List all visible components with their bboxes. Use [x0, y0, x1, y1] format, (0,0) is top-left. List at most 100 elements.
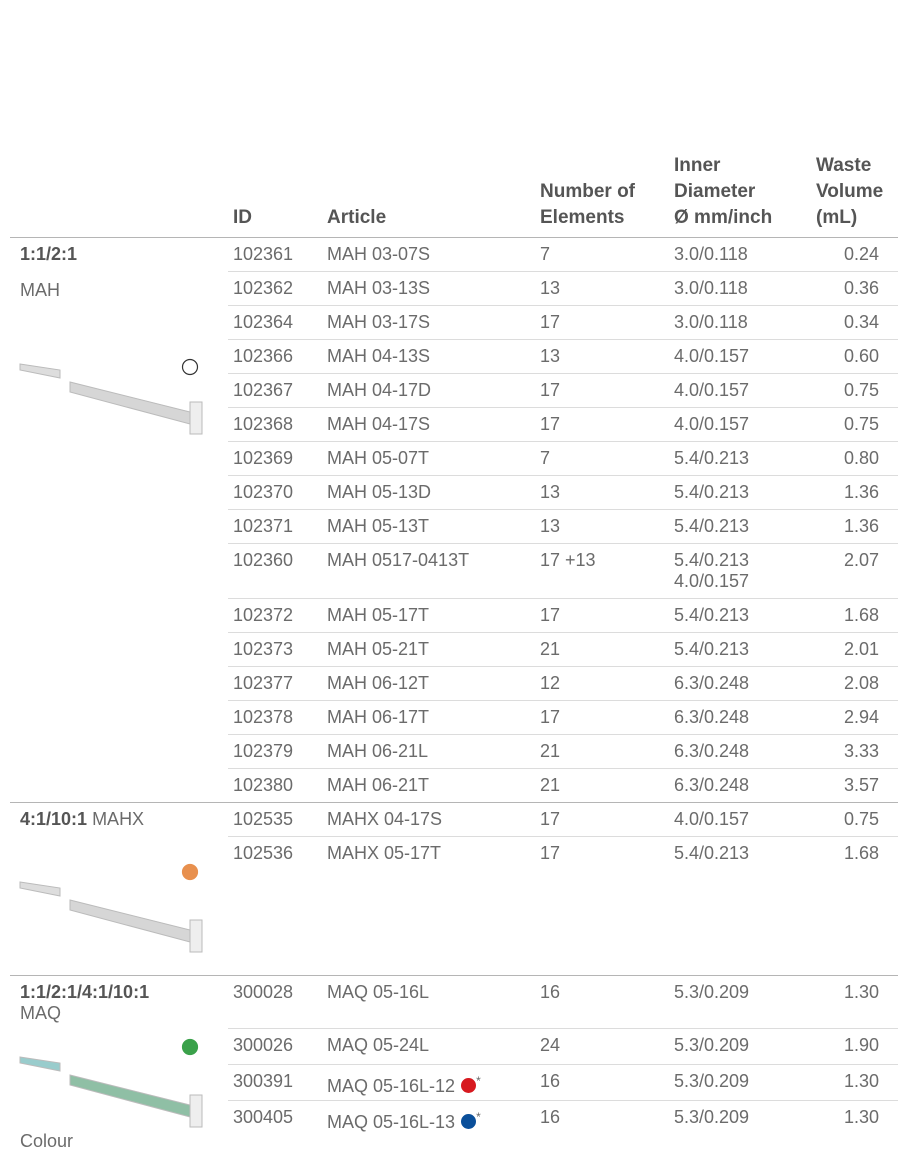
- cell-id: 300026: [233, 1035, 294, 1055]
- cell-diameter: 5.3/0.209: [674, 1035, 750, 1055]
- colour-dot: [181, 1038, 199, 1056]
- article-text: MAH 04-13S: [327, 346, 431, 366]
- cell-diameter: 3.0/0.118: [674, 244, 748, 264]
- article-text: MAH 05-13D: [327, 482, 432, 502]
- colour-dot: [181, 863, 199, 881]
- cell-elements: 17: [540, 312, 561, 332]
- cell-id: 300391: [233, 1071, 294, 1091]
- article-text: MAH 05-07T: [327, 448, 430, 468]
- cell-id: 102373: [233, 639, 294, 659]
- cell-waste: 0.75: [843, 414, 879, 434]
- group-rule: [10, 975, 898, 976]
- colour-dot: [181, 358, 199, 376]
- mixer-image: [19, 881, 203, 953]
- cell-waste: 0.24: [843, 244, 879, 264]
- article-text: MAH 03-07S: [327, 244, 431, 264]
- cell-elements: 17: [540, 414, 561, 434]
- article-text: MAH 05-13T: [327, 516, 430, 536]
- cell-waste: 2.94: [843, 707, 879, 727]
- cell-waste: 1.30: [843, 1071, 879, 1091]
- cell-waste: 1.36: [843, 482, 879, 502]
- column-header: Elements: [540, 207, 625, 228]
- article-text: MAH 05-17T: [327, 605, 430, 625]
- column-header: Inner: [674, 155, 721, 176]
- mixer-image: [19, 1056, 203, 1128]
- row-rule: [228, 632, 898, 633]
- cell-id: 102536: [233, 843, 294, 863]
- cell-elements: 13: [540, 346, 561, 366]
- cell-id: 102535: [233, 809, 294, 829]
- cell-waste: 2.01: [843, 639, 879, 659]
- cell-diameter: 5.3/0.209: [674, 1071, 750, 1091]
- article-text: MAH 03-13S: [327, 278, 431, 298]
- cell-diameter: 6.3/0.248: [674, 741, 750, 761]
- article-text: MAH 06-21T: [327, 775, 430, 795]
- colour-dot: [461, 1078, 477, 1093]
- column-header: Number of: [540, 181, 635, 202]
- cell-diameter: 4.0/0.157: [674, 380, 750, 400]
- row-rule: [228, 734, 898, 735]
- row-rule: [228, 836, 898, 837]
- column-header: Waste: [816, 155, 872, 176]
- cell-diameter: 5.4/0.213: [674, 482, 750, 502]
- cell-id: 300405: [233, 1107, 294, 1127]
- row-rule: [228, 305, 898, 306]
- footnote-mark: *: [476, 1074, 481, 1088]
- cell-diameter: 4.0/0.157: [674, 414, 750, 434]
- cell-id: 102369: [233, 448, 294, 468]
- cell-article: MAH 06-21L: [327, 740, 428, 762]
- article-text: MAH 06-12T: [327, 673, 430, 693]
- article-text: MAH 06-17T: [327, 707, 430, 727]
- cell-elements: 16: [540, 1107, 561, 1127]
- column-header: Diameter: [674, 181, 756, 202]
- group-ratio: 1:1/2:1/4:1/10:1: [20, 982, 150, 1002]
- row-rule: [228, 1100, 898, 1101]
- cell-elements: 17: [540, 605, 561, 625]
- cell-article: MAH 05-17T: [327, 604, 429, 626]
- cell-diameter: 4.0/0.157: [674, 571, 750, 591]
- cell-diameter: 5.4/0.213: [674, 639, 750, 659]
- cell-id: 102368: [233, 414, 294, 434]
- cell-id: 102364: [233, 312, 294, 332]
- article-text: MAH 06-21L: [327, 741, 429, 761]
- cell-id: 300028: [233, 982, 294, 1002]
- cell-article: MAH 05-21T: [327, 638, 429, 660]
- cell-diameter: 5.4/0.213: [674, 605, 750, 625]
- cell-diameter: 5.3/0.209: [674, 982, 750, 1002]
- group-name: MAH: [20, 280, 60, 300]
- cell-article: MAQ 05-24L: [327, 1034, 429, 1056]
- cell-waste: 0.60: [843, 346, 879, 366]
- cell-elements: 17: [540, 380, 561, 400]
- cell-elements: 24: [540, 1035, 561, 1055]
- cell-waste: 1.30: [843, 1107, 879, 1127]
- row-rule: [228, 1028, 898, 1029]
- cell-elements: 12: [540, 673, 561, 693]
- row-rule: [228, 598, 898, 599]
- cell-waste: 1.68: [843, 843, 879, 863]
- row-rule: [228, 768, 898, 769]
- cell-article: MAH 06-12T: [327, 672, 429, 694]
- row-rule: [228, 509, 898, 510]
- group-name: MAHX: [92, 809, 145, 829]
- cell-article: MAH 0517-0413T: [327, 549, 469, 571]
- cell-diameter: 6.3/0.248: [674, 707, 750, 727]
- cell-waste: 0.34: [843, 312, 879, 332]
- row-rule: [228, 666, 898, 667]
- cell-article: MAHX 05-17T: [327, 842, 441, 864]
- group-ratio: 4:1/10:1: [20, 809, 88, 829]
- column-header: ID: [233, 207, 252, 228]
- cell-elements: 16: [540, 1071, 561, 1091]
- article-text: MAH 05-21T: [327, 639, 430, 659]
- article-text: MAQ 05-16L-13: [327, 1112, 456, 1132]
- column-header: Article: [327, 207, 387, 228]
- group-label: 1:1/2:1: [20, 243, 77, 265]
- cell-diameter: 6.3/0.248: [674, 673, 750, 693]
- footnote-mark: *: [476, 1110, 481, 1124]
- cell-id: 102366: [233, 346, 294, 366]
- cell-diameter: 4.0/0.157: [674, 809, 750, 829]
- cell-elements: 17: [540, 809, 561, 829]
- cell-elements: 21: [540, 639, 561, 659]
- cell-waste: 3.33: [843, 741, 879, 761]
- cell-waste: 1.30: [843, 982, 879, 1002]
